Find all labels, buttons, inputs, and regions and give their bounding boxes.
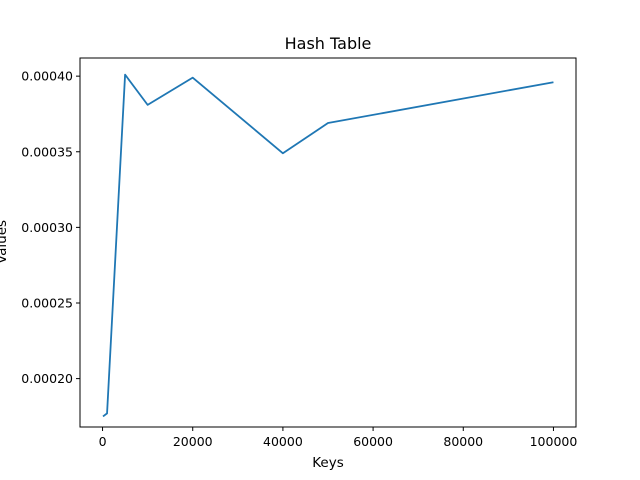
x-tick-label: 60000 bbox=[353, 434, 393, 449]
x-tick-label: 80000 bbox=[443, 434, 483, 449]
x-axis-ticks: 0 20000 40000 60000 80000 100000 bbox=[99, 427, 578, 449]
y-tick-label: 0.00030 bbox=[21, 220, 73, 235]
series-line bbox=[102, 73, 554, 418]
y-tick-label: 0.00035 bbox=[21, 144, 73, 159]
chart-title: Hash Table bbox=[285, 34, 372, 53]
x-tick-label: 0 bbox=[99, 434, 107, 449]
x-tick-label: 40000 bbox=[263, 434, 303, 449]
plot-frame bbox=[79, 57, 577, 428]
x-tick-label: 100000 bbox=[530, 434, 578, 449]
x-tick-label: 20000 bbox=[173, 434, 213, 449]
y-axis-ticks: 0.00020 0.00025 0.00030 0.00035 0.00040 bbox=[21, 69, 80, 386]
y-axis-title: Values bbox=[0, 220, 10, 264]
y-tick-label: 0.00025 bbox=[21, 295, 73, 310]
y-tick-label: 0.00020 bbox=[21, 371, 73, 386]
x-axis-title: Keys bbox=[312, 455, 344, 471]
series-layer bbox=[102, 73, 554, 418]
y-tick-label: 0.00040 bbox=[21, 69, 73, 84]
